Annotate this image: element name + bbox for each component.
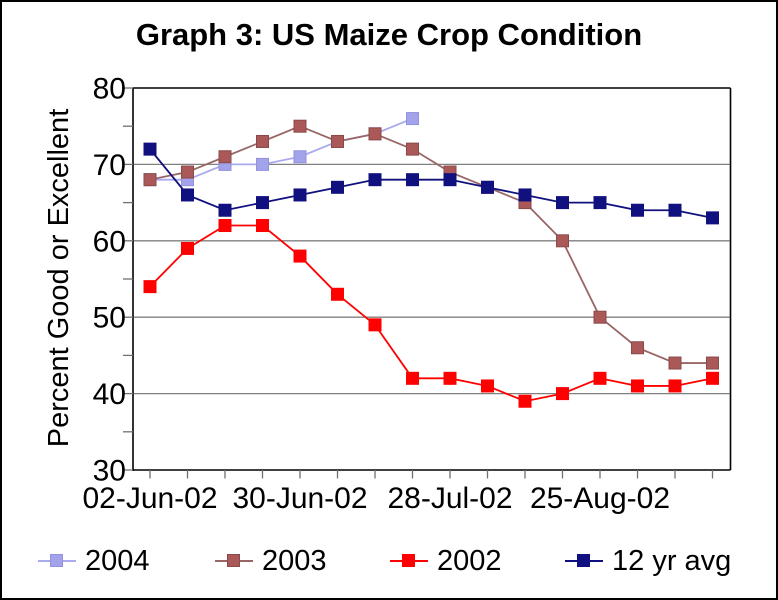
legend-label-2002: 2002 [437,544,502,577]
legend-item-2004: 2004 [38,544,150,577]
data-point-marker [181,165,194,179]
data-point-marker [293,249,307,263]
series-2002 [143,219,719,408]
data-point-marker [481,180,494,194]
y-tick-label: 50 [93,302,126,335]
data-point-marker [668,356,682,370]
data-point-marker [368,318,382,332]
data-point-marker [556,234,569,248]
legend-item-2002: 2002 [390,544,502,577]
data-point-marker [143,142,157,156]
legend-swatch-2003 [215,554,253,568]
series-12-yr-avg [143,142,719,225]
x-axis-ticks [149,470,714,479]
data-point-marker [293,150,307,164]
legend-marker-icon [402,554,415,567]
gridlines [134,163,730,395]
series-line [149,125,713,364]
data-point-marker [181,188,194,202]
data-point-marker [631,203,644,217]
data-point-marker [668,379,682,393]
data-point-marker [143,173,157,187]
data-point-marker [443,173,457,187]
data-point-marker [706,211,719,225]
data-point-marker [406,371,419,385]
y-tick-label: 70 [93,149,126,182]
x-tick-label: 30-Jun-02 [232,482,367,515]
data-point-marker [556,196,569,210]
data-point-marker [556,387,569,401]
data-point-marker [331,180,344,194]
legend-swatch-2002 [390,554,428,568]
data-point-marker [368,173,382,187]
data-point-marker [331,287,344,301]
data-point-marker [593,196,607,210]
legend-swatch-2004 [38,554,76,568]
data-point-marker [368,127,382,141]
data-point-marker [706,371,719,385]
y-axis-ticks [123,87,133,471]
data-point-marker [143,280,157,294]
data-point-marker [406,173,419,187]
y-tick-labels: 80 70 60 50 40 30 [93,73,126,488]
data-point-marker [443,371,457,385]
series-line [149,148,713,219]
data-point-marker [406,112,419,126]
legend-item-12yr-avg: 12 yr avg [565,544,732,577]
chart-title: Graph 3: US Maize Crop Condition [135,17,643,52]
legend-label-12yr-avg: 12 yr avg [612,544,732,577]
data-point-marker [218,150,232,164]
x-tick-label: 28-Jul-02 [387,482,512,515]
data-point-marker [218,203,232,217]
data-point-marker [593,371,607,385]
x-tick-label: 02-Jun-02 [82,482,217,515]
y-tick-label: 60 [93,225,126,258]
data-point-marker [256,196,269,210]
data-point-marker [518,394,532,408]
data-point-marker [331,134,344,148]
data-point-marker [256,157,269,171]
y-tick-label: 40 [93,378,126,411]
data-point-marker [293,188,307,202]
legend-marker-icon [577,554,590,567]
series-2003 [143,119,719,370]
data-point-marker [218,219,232,233]
legend-marker-icon [50,554,63,567]
x-tick-labels: 02-Jun-02 30-Jun-02 28-Jul-02 25-Aug-02 [82,482,670,515]
data-point-marker [293,119,307,133]
legend-label-2004: 2004 [85,544,150,577]
data-point-marker [406,142,419,156]
legend-marker-icon [227,554,240,567]
y-tick-label: 80 [93,73,126,106]
data-point-marker [593,310,607,324]
data-point-marker [706,356,719,370]
plot-frame [132,87,732,471]
data-point-marker [481,379,494,393]
data-point-marker [631,379,644,393]
legend-item-2003: 2003 [215,544,327,577]
data-point-marker [518,188,532,202]
data-point-marker [256,219,269,233]
legend-swatch-12yr-avg [565,554,603,568]
series-line [149,224,713,403]
data-point-marker [256,134,269,148]
x-tick-label: 25-Aug-02 [530,482,670,515]
data-point-marker [631,341,644,355]
data-point-marker [181,241,194,255]
data-point-marker [668,203,682,217]
legend-label-2003: 2003 [262,544,327,577]
y-tick-label: 30 [93,455,126,488]
